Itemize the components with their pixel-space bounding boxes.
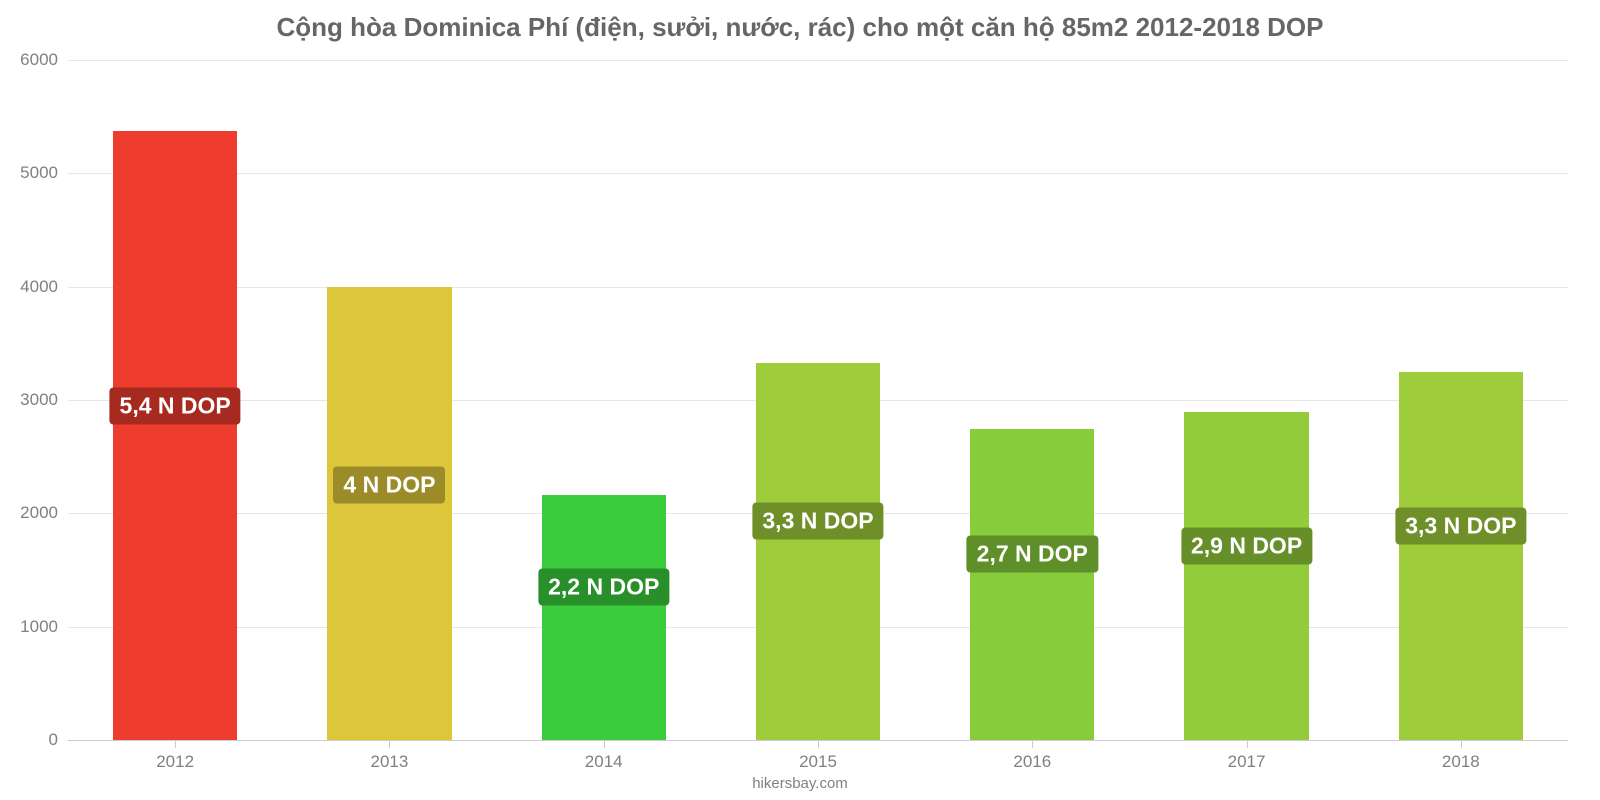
bar-value-label: 2,9 N DOP — [1181, 528, 1312, 565]
x-tick-label: 2014 — [585, 740, 623, 772]
x-tick-label: 2012 — [156, 740, 194, 772]
y-tick-label: 1000 — [20, 617, 68, 637]
bar-value-label: 2,7 N DOP — [967, 536, 1098, 573]
bar — [1184, 412, 1308, 740]
y-tick-label: 3000 — [20, 390, 68, 410]
x-tick-label: 2016 — [1013, 740, 1051, 772]
chart-footer: hikersbay.com — [0, 775, 1600, 792]
bar — [1399, 372, 1523, 740]
bar — [542, 495, 666, 740]
chart-title: Cộng hòa Dominica Phí (điện, sưởi, nước,… — [0, 12, 1600, 43]
x-tick-label: 2013 — [371, 740, 409, 772]
bar-value-label: 4 N DOP — [333, 467, 445, 504]
y-tick-label: 2000 — [20, 503, 68, 523]
chart-container: Cộng hòa Dominica Phí (điện, sưởi, nước,… — [0, 0, 1600, 800]
y-tick-label: 5000 — [20, 163, 68, 183]
x-tick-label: 2018 — [1442, 740, 1480, 772]
bar — [756, 363, 880, 740]
bar-value-label: 3,3 N DOP — [1395, 507, 1526, 544]
y-tick-label: 4000 — [20, 277, 68, 297]
bar-value-label: 3,3 N DOP — [752, 503, 883, 540]
plot-area: 010002000300040005000600020125,4 N DOP20… — [68, 60, 1568, 740]
gridline — [68, 287, 1568, 288]
gridline — [68, 173, 1568, 174]
y-tick-label: 6000 — [20, 50, 68, 70]
bar — [327, 287, 451, 740]
x-tick-label: 2017 — [1228, 740, 1266, 772]
y-tick-label: 0 — [49, 730, 68, 750]
bar-value-label: 2,2 N DOP — [538, 569, 669, 606]
bar — [113, 131, 237, 740]
bar — [970, 429, 1094, 740]
x-tick-label: 2015 — [799, 740, 837, 772]
gridline — [68, 60, 1568, 61]
bar-value-label: 5,4 N DOP — [110, 387, 241, 424]
